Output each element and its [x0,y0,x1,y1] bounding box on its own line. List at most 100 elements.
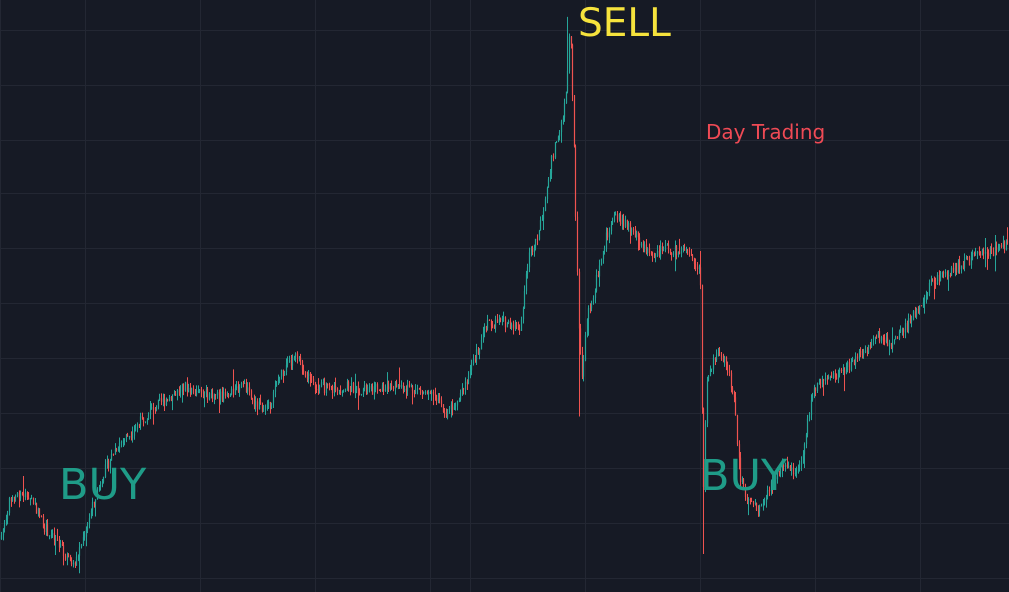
candle-body [680,249,683,254]
up-candle [824,372,827,385]
up-candle [149,401,152,420]
candle-body [690,254,693,256]
up-candle [974,247,977,256]
candle-body [162,398,165,402]
candle-body [741,478,744,482]
candle-body [376,384,379,390]
candle-body [56,539,59,541]
candle-body [883,339,886,343]
candle-body [525,273,528,292]
candle-body [438,398,441,401]
up-candle [507,319,510,325]
down-candle [211,388,214,403]
down-candle [675,244,678,260]
candle-body [222,391,225,402]
up-candle [544,196,547,212]
up-candle [91,497,94,517]
down-candle [578,268,581,417]
candle-body [6,512,9,519]
candle-body [451,404,454,410]
up-candle [280,369,283,380]
up-candle [910,315,913,328]
candle-body [957,261,960,273]
candle-body [494,319,497,328]
up-candle [467,371,470,385]
up-candle [901,327,904,336]
candle-body [976,251,979,254]
candle-body [886,337,889,347]
candle-body [758,505,761,512]
candle-body [981,249,984,256]
candle-body [579,328,582,352]
up-candle [677,251,680,258]
candle-body [142,417,145,422]
down-candle [835,373,838,380]
candle-body [326,383,329,385]
candle-body [590,301,593,309]
down-candle [221,386,224,403]
buy-annotation-1: BUY [59,460,147,510]
down-candle [755,502,758,512]
up-candle [954,262,957,277]
down-candle [589,303,592,314]
up-candle [498,314,501,326]
up-candle [427,389,430,400]
candle-body [98,486,101,491]
down-candle [330,385,333,391]
up-candle [397,383,400,390]
up-candle [627,221,630,232]
up-candle [173,390,176,396]
candle-body [198,389,201,391]
candle-body [219,391,222,400]
up-candle [611,217,614,225]
candle-body [909,318,912,322]
down-candle [282,369,285,383]
up-candle [270,402,273,410]
candle-body [614,214,617,216]
candle-body [250,390,253,399]
candle-body [174,393,177,396]
candle-body [362,388,365,395]
candle-body [547,179,550,188]
up-candle [587,305,590,336]
up-candle [662,246,665,252]
up-candle [976,250,979,260]
candle-body [278,376,281,380]
candle-body [826,378,829,380]
candle-body [650,252,653,254]
down-candle [726,361,729,376]
up-candle [307,369,310,384]
candle-body [771,481,774,484]
down-candle [878,328,881,344]
candle-body [811,393,814,401]
down-candle [347,380,350,392]
candle-body [386,386,389,390]
up-candle [715,349,718,362]
candle-body [914,311,917,317]
candle-body [306,376,309,379]
up-candle [798,460,801,472]
candle-body [422,392,425,394]
up-candle [712,354,715,375]
candle-body [770,481,773,492]
candle-body [530,248,533,253]
up-candle [158,393,161,401]
candle-body [392,386,395,389]
up-candle [483,323,486,338]
down-candle [152,402,155,425]
candle-body [834,372,837,378]
up-candle [77,554,80,562]
up-candle [762,499,765,511]
candle-body [709,369,712,376]
candle-body [541,219,544,221]
candle-body [59,544,62,548]
candle-body [659,246,662,257]
down-candle [733,390,736,403]
candle-body [658,250,661,257]
candle-body [50,534,53,536]
up-candle [450,401,453,418]
down-candle [632,226,635,235]
candle-body [170,396,173,401]
up-candle [862,348,865,359]
candle-body [493,327,496,329]
